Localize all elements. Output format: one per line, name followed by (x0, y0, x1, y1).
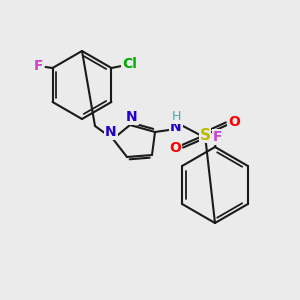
Text: O: O (169, 141, 181, 155)
Text: H: H (171, 110, 181, 124)
Text: N: N (126, 110, 138, 124)
Text: F: F (212, 130, 222, 144)
Text: N: N (170, 120, 182, 134)
Text: N: N (105, 125, 117, 139)
Text: O: O (228, 115, 240, 129)
Text: F: F (34, 59, 43, 73)
Text: Cl: Cl (122, 57, 137, 71)
Text: S: S (200, 128, 211, 142)
